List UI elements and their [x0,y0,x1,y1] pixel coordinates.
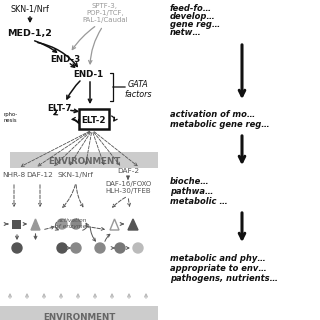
Text: metabolic …: metabolic … [170,197,228,206]
Bar [0,306,158,320]
FancyArrowPatch shape [83,223,89,230]
Text: appropriate to env…: appropriate to env… [170,264,267,273]
Circle shape [95,243,105,253]
Bar [10,152,158,168]
Circle shape [115,243,125,253]
Text: metabolic gene reg…: metabolic gene reg… [170,120,270,129]
Text: metabolic and phy…: metabolic and phy… [170,254,266,263]
Text: develop…: develop… [170,12,216,21]
FancyBboxPatch shape [79,109,109,129]
Text: SPTF-3,: SPTF-3, [92,3,118,9]
FancyArrowPatch shape [67,247,70,249]
Text: PAL-1/Caudal: PAL-1/Caudal [82,17,128,23]
Text: gene reg…: gene reg… [170,20,220,29]
Polygon shape [31,219,40,230]
Text: pathogens, nutrients…: pathogens, nutrients… [170,274,278,283]
FancyArrowPatch shape [112,116,117,121]
Text: activation
of enzymes: activation of enzymes [55,218,89,229]
Text: END-3: END-3 [50,55,80,64]
Text: ELT-2: ELT-2 [82,116,106,125]
Circle shape [57,219,67,229]
Text: bioche…: bioche… [170,177,210,186]
Circle shape [133,243,143,253]
Circle shape [71,243,81,253]
FancyArrowPatch shape [72,117,79,123]
Text: rpho-
nesis: rpho- nesis [3,112,17,123]
Text: END-1: END-1 [73,70,103,79]
Text: NHR-8: NHR-8 [2,172,26,178]
Circle shape [71,219,81,229]
Text: SKN-1/Nrf: SKN-1/Nrf [58,172,94,178]
FancyArrowPatch shape [55,222,58,230]
Text: DAF-12: DAF-12 [27,172,53,178]
Text: netw…: netw… [170,28,202,37]
Text: POP-1/TCF,: POP-1/TCF, [86,10,124,16]
Text: GATA
factors: GATA factors [124,80,152,100]
Text: ELT-7: ELT-7 [48,104,72,113]
Text: activation of mo…: activation of mo… [170,110,255,119]
FancyArrowPatch shape [54,108,58,115]
Text: DAF-2: DAF-2 [117,168,139,174]
Bar [12,220,21,229]
Polygon shape [128,219,138,230]
Text: ENVIRONMENT: ENVIRONMENT [43,313,115,320]
Circle shape [12,243,22,253]
Text: ENVIRONMENT: ENVIRONMENT [48,157,120,166]
Text: DAF-16/FOXO
HLH-30/TFEB: DAF-16/FOXO HLH-30/TFEB [105,181,151,194]
Circle shape [57,243,67,253]
Text: pathwa…: pathwa… [170,187,213,196]
Text: SKN-1/Nrf: SKN-1/Nrf [11,5,49,14]
Text: MED-1,2: MED-1,2 [8,29,52,38]
Text: feed-fo…: feed-fo… [170,4,212,13]
